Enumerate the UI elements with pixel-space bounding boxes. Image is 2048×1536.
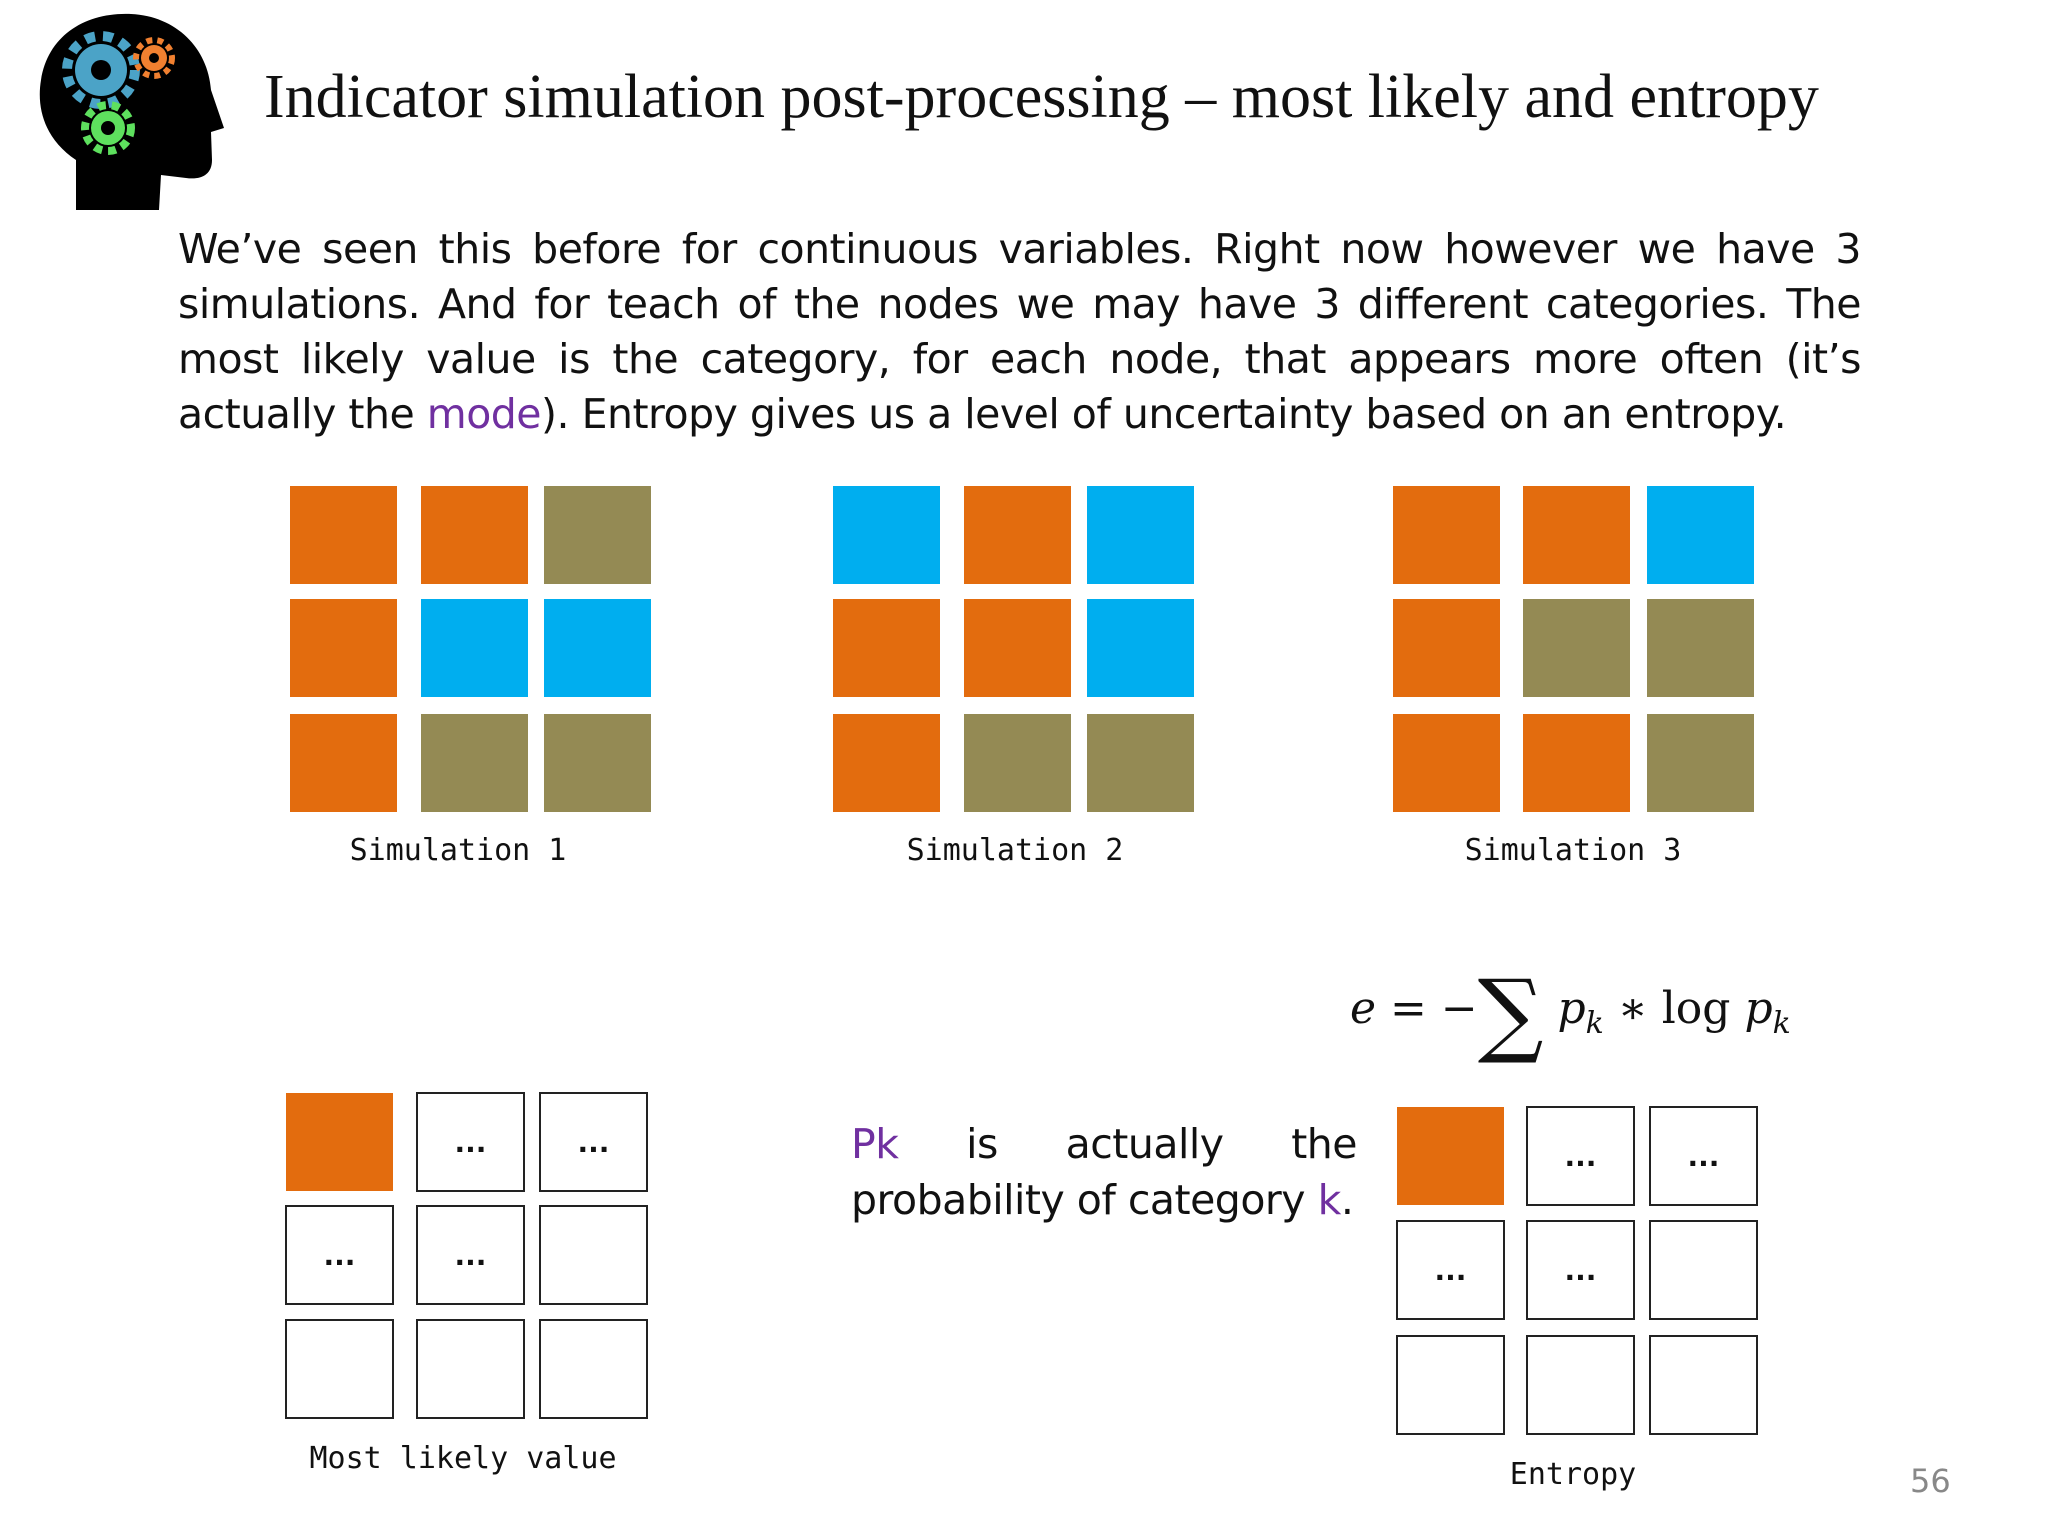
grid-cell [833, 599, 940, 697]
formula-part: p [1557, 983, 1586, 1034]
grid-cell [1523, 599, 1630, 697]
grid-label: Most likely value [309, 1441, 616, 1476]
grid-cell [1523, 714, 1630, 812]
text: Pk [851, 1120, 899, 1168]
grid-cell [544, 714, 651, 812]
grid-cell [1647, 714, 1754, 812]
grid-cell [1526, 1335, 1635, 1435]
text: ). Entropy gives us a level of uncertain… [541, 390, 1787, 438]
grid-cell [964, 486, 1071, 584]
grid-cell [286, 1093, 393, 1191]
grid-cell [544, 486, 651, 584]
formula-part: k [1585, 1005, 1604, 1041]
grid-cell [1649, 1220, 1758, 1320]
text: is actually the probability of category [851, 1120, 1358, 1224]
cell-text: ... [1435, 1254, 1467, 1287]
grid-cell [1087, 714, 1194, 812]
grid-cell [1647, 486, 1754, 584]
grid-cell [290, 486, 397, 584]
grid-cell [290, 599, 397, 697]
formula: e = −∑ pk ∗ log pk [1350, 960, 1791, 1067]
grid-cell [1647, 599, 1754, 697]
grid-label: Simulation 2 [907, 833, 1124, 868]
grid-cell [1649, 1335, 1758, 1435]
formula-part: k [1772, 1005, 1791, 1041]
head-icon [39, 13, 224, 210]
grid-cell [1649, 1106, 1758, 1206]
slide-title: Indicator simulation post-processing – m… [264, 63, 1819, 131]
grid-cell [964, 599, 1071, 697]
grid-cell [539, 1319, 648, 1419]
page-number: 56 [1910, 1462, 1951, 1500]
link-text: mode [426, 390, 542, 438]
grid-cell [1523, 486, 1630, 584]
formula-part: e [1350, 983, 1377, 1034]
grid-cell [544, 599, 651, 697]
grid-cell [421, 486, 528, 584]
grid-cell [1397, 1107, 1504, 1205]
cell-text: ... [1688, 1140, 1720, 1173]
grid-cell [964, 714, 1071, 812]
cell-text: ... [324, 1239, 356, 1272]
grid-cell [1393, 714, 1500, 812]
cell-text: ... [455, 1126, 487, 1159]
grid-cell [539, 1092, 648, 1192]
grid-cell [285, 1205, 394, 1305]
grid-cell [421, 714, 528, 812]
grid-label: Entropy [1510, 1457, 1636, 1492]
grid-cell [1396, 1220, 1505, 1320]
grid-cell [1393, 599, 1500, 697]
grid-label: Simulation 1 [350, 833, 567, 868]
grid-cell [290, 714, 397, 812]
grid-cell [416, 1319, 525, 1419]
cell-text: ... [578, 1126, 610, 1159]
formula-part: ∗ log [1617, 983, 1731, 1034]
body-text: We’ve seen this before for continuous va… [178, 222, 1862, 442]
cell-text: ... [455, 1239, 487, 1272]
grid-cell [1087, 599, 1194, 697]
grid-cell [1526, 1106, 1635, 1206]
grid-cell [285, 1319, 394, 1419]
note-text: Pk is actually the probability of catego… [851, 1116, 1358, 1228]
text: k [1317, 1176, 1342, 1224]
grid-cell [1087, 486, 1194, 584]
cell-text: ... [1565, 1254, 1597, 1287]
grid-cell [416, 1092, 525, 1192]
formula-part: = − [1390, 983, 1478, 1034]
grid-cell [416, 1205, 525, 1305]
grid-cell [539, 1205, 648, 1305]
grid-cell [1393, 486, 1500, 584]
text: . [1340, 1176, 1354, 1224]
grid-cell [1526, 1220, 1635, 1320]
grid-cell [1396, 1335, 1505, 1435]
grid-cell [833, 714, 940, 812]
text: We’ve seen this before for continuous va… [178, 225, 1862, 438]
grid-cell [833, 486, 940, 584]
formula-part: ∑ [1477, 960, 1544, 1067]
grid-label: Simulation 3 [1465, 833, 1682, 868]
cell-text: ... [1565, 1140, 1597, 1173]
formula-part: p [1744, 983, 1773, 1034]
grid-cell [421, 599, 528, 697]
